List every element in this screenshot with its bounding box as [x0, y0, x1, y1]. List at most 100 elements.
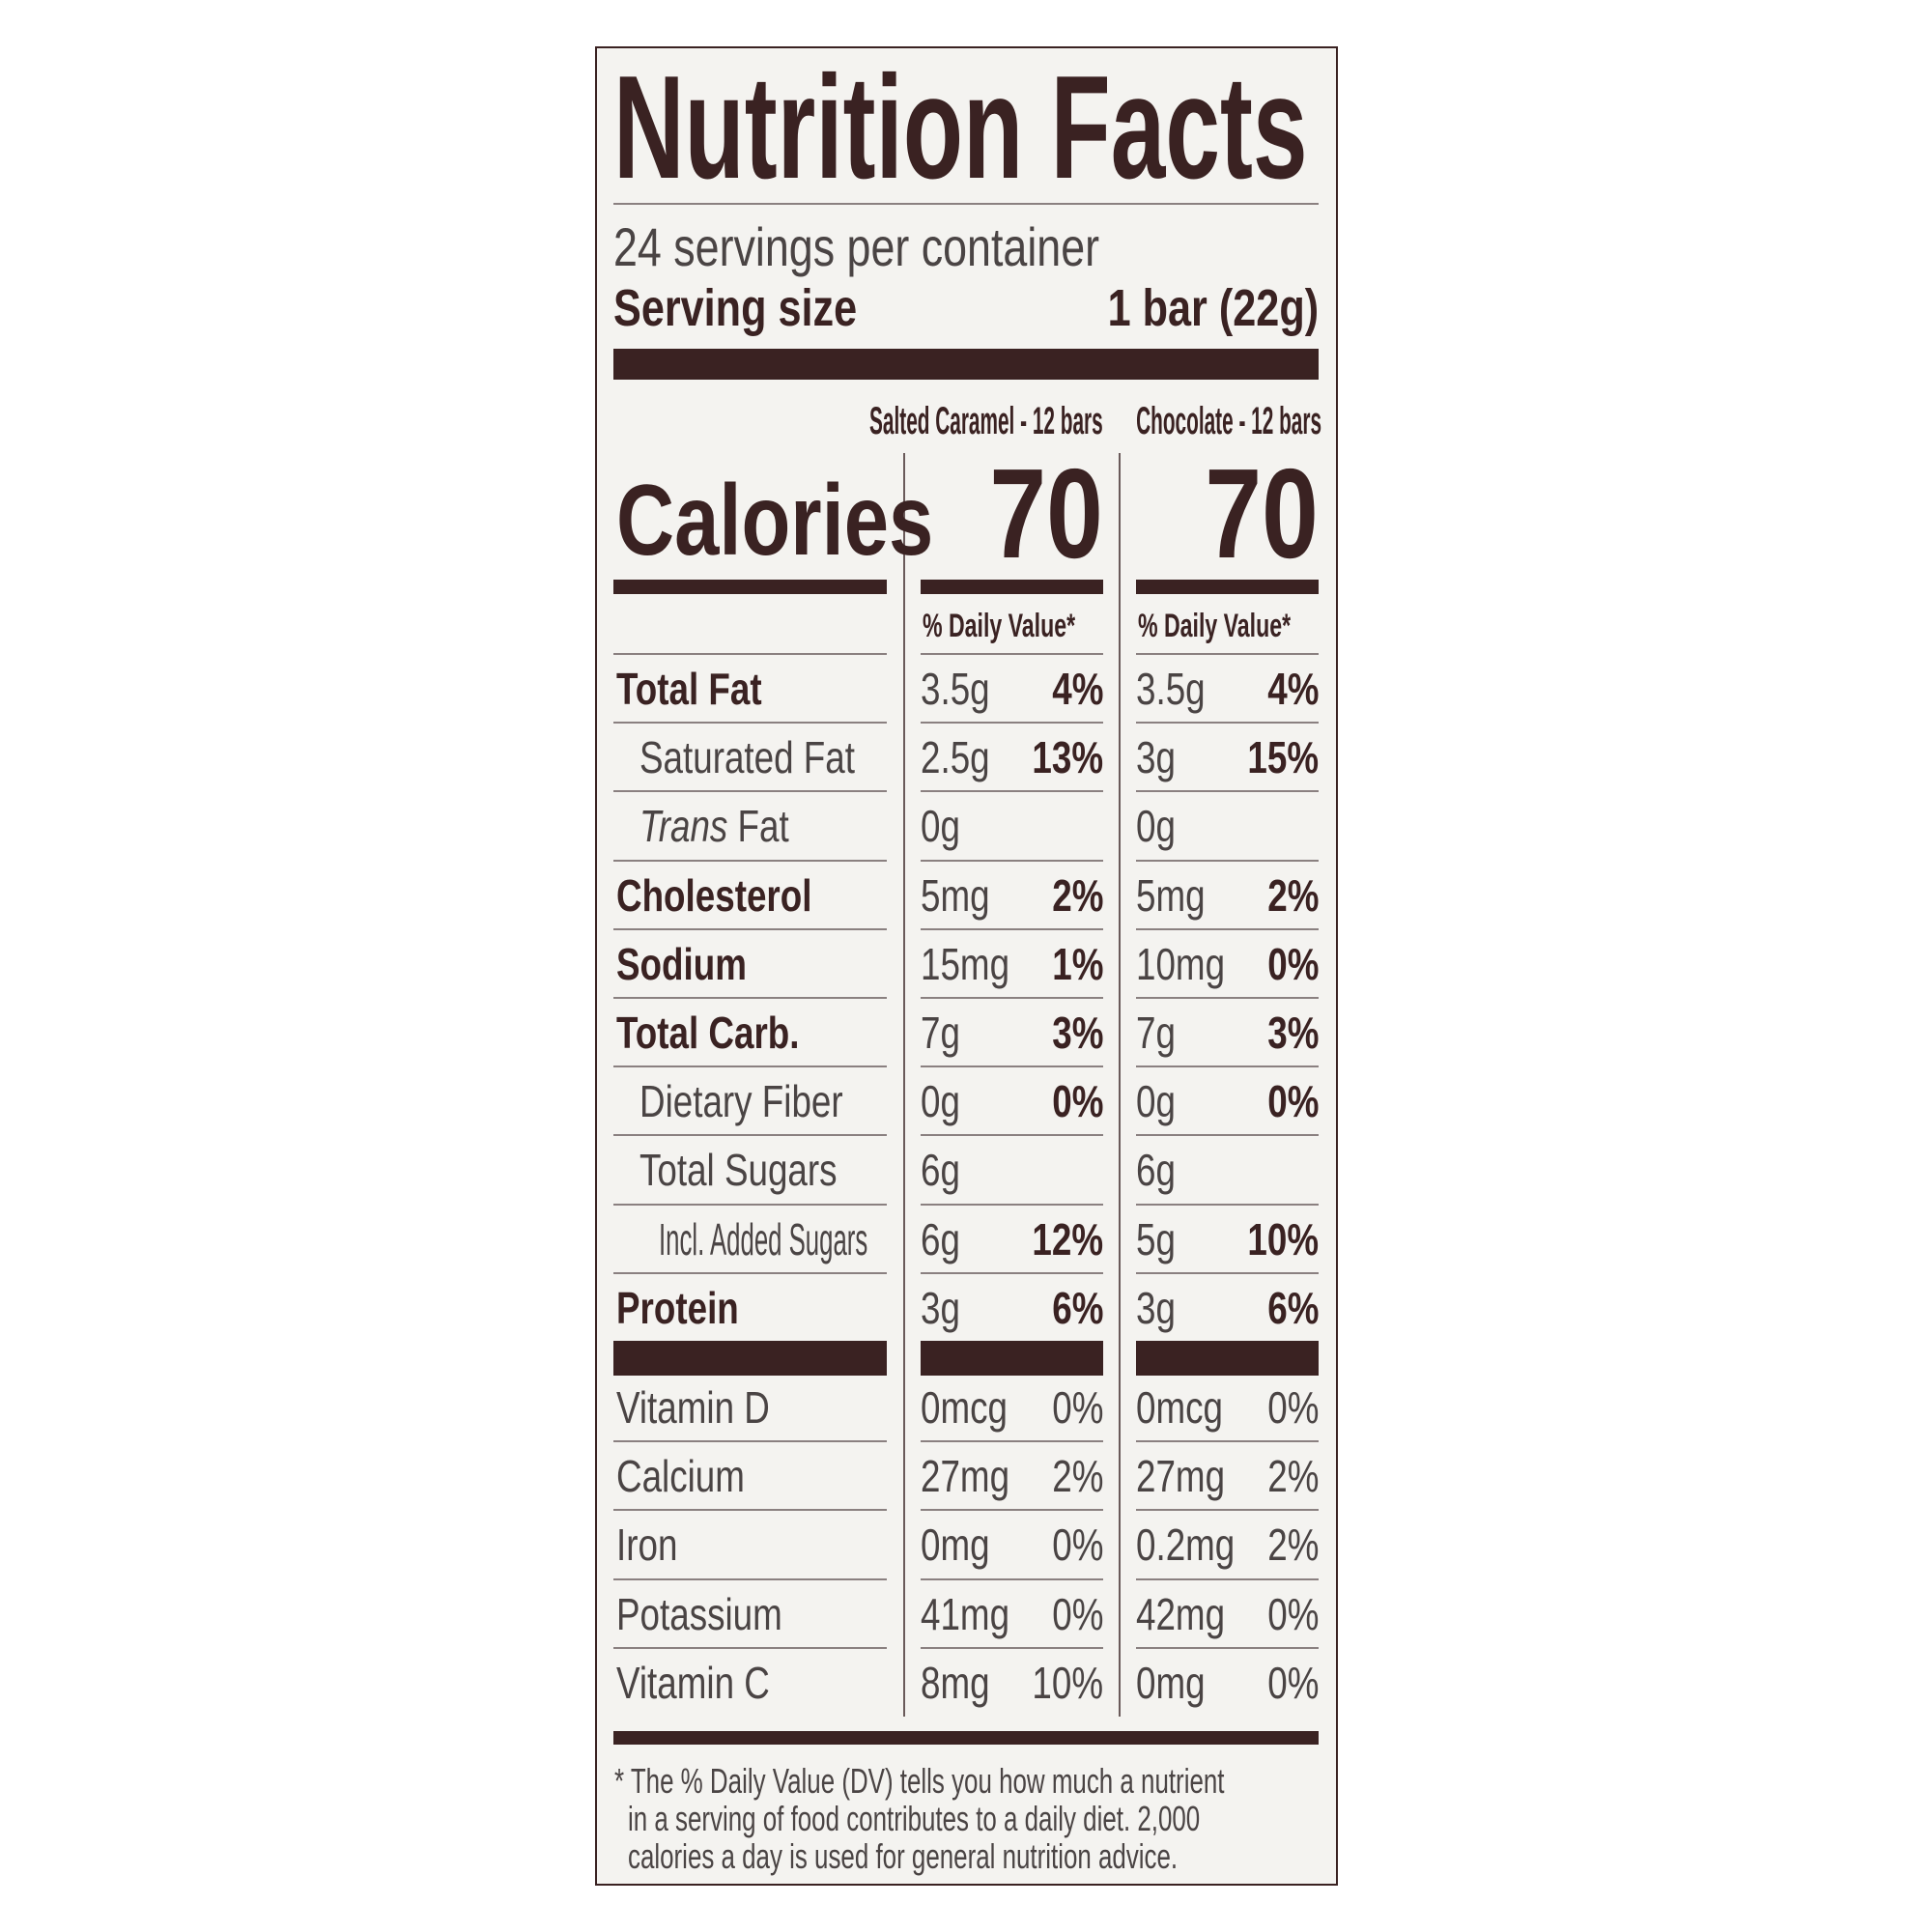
nutrient-amount-text: 27mg [921, 1451, 1010, 1502]
row-divider [921, 1440, 1103, 1443]
nutrient-amount: 0g [921, 1077, 970, 1125]
nutrient-daily-value-text: 2% [1266, 1520, 1319, 1571]
calories-bar [921, 580, 1103, 594]
nutrient-amount-text: 0mg [921, 1520, 990, 1571]
row-divider [921, 859, 1103, 862]
nutrient-daily-value: 10% [1230, 1215, 1319, 1264]
italic-prefix: Trans [639, 801, 728, 852]
nutrient-amount-text: 15mg [921, 938, 1010, 989]
nutrient-daily-value-text: 2% [1266, 869, 1319, 921]
nutrient-label: Cholesterol [616, 871, 861, 920]
nutrient-amount-text: 42mg [1136, 1588, 1226, 1639]
nutrient-daily-value-text: 4% [1266, 664, 1319, 714]
row-divider [613, 1203, 887, 1206]
column-header-text: Chocolate - 12 bars [1136, 400, 1321, 442]
title: Nutrition Facts [613, 50, 1649, 205]
nutrient-label-text: Sodium [616, 938, 747, 989]
row-divider [613, 1509, 887, 1512]
nutrient-amount: 7g [1136, 1009, 1185, 1057]
row-divider [921, 1509, 1103, 1512]
daily-value-header: % Daily Value* [923, 607, 1147, 645]
nutrient-amount: 0mg [921, 1520, 1007, 1569]
nutrient-amount: 0mcg [921, 1383, 1029, 1432]
nutrient-daily-value: 2% [1255, 1452, 1319, 1500]
title-text: Nutrition Facts [613, 45, 1308, 210]
row-divider [613, 927, 887, 930]
row-divider [921, 997, 1103, 999]
nutrient-label-text: Iron [616, 1520, 678, 1571]
nutrient-daily-value-text: 10% [1247, 1213, 1319, 1264]
calories-value-text: 70 [1205, 442, 1319, 584]
nutrient-daily-value: 15% [1230, 733, 1319, 781]
nutrient-amount-text: 0g [921, 801, 960, 852]
section-bar [1136, 1341, 1319, 1376]
nutrient-label-text: Vitamin D [616, 1382, 770, 1433]
row-divider [1136, 1271, 1319, 1274]
row-divider [921, 1065, 1103, 1068]
nutrient-daily-value-text: 4% [1051, 664, 1103, 714]
nutrient-daily-value: 3% [1255, 1009, 1319, 1057]
column-header-text: Salted Caramel - 12 bars [869, 400, 1103, 442]
row-divider [613, 1646, 887, 1649]
nutrient-amount: 6g [1136, 1146, 1185, 1194]
nutrient-daily-value: 0% [1255, 1383, 1319, 1432]
nutrient-label: Sodium [616, 940, 780, 988]
nutrient-amount: 41mg [921, 1590, 1032, 1638]
serving-size-label: Serving size [613, 280, 918, 336]
nutrient-daily-value-text: 10% [1032, 1657, 1103, 1708]
nutrient-amount-text: 0mg [1136, 1657, 1206, 1708]
nutrient-daily-value-text: 0% [1266, 938, 1319, 989]
nutrient-daily-value: 3% [1039, 1009, 1103, 1057]
nutrient-amount-text: 0.2mg [1136, 1520, 1236, 1571]
nutrient-amount: 0mg [1136, 1659, 1222, 1707]
nutrient-daily-value-text: 3% [1051, 1008, 1103, 1058]
row-divider [1136, 1509, 1319, 1512]
bottom-bar [613, 1731, 1319, 1745]
daily-value-text: % Daily Value* [923, 608, 1076, 644]
nutrient-label: Saturated Fat [639, 733, 909, 781]
row-divider [1136, 653, 1319, 655]
row-divider [1136, 859, 1319, 862]
row-divider [1136, 997, 1319, 999]
row-divider [1136, 1577, 1319, 1580]
nutrient-amount: 10mg [1136, 940, 1247, 988]
nutrient-amount-text: 6g [921, 1213, 960, 1264]
footnote-line: in a serving of food contributes to a da… [628, 1800, 1423, 1837]
nutrient-amount-text: 0g [921, 1076, 960, 1127]
nutrient-amount: 3g [921, 1284, 970, 1332]
nutrient-label: Protein [616, 1284, 769, 1332]
nutrient-daily-value-text: 6% [1051, 1282, 1103, 1333]
nutrient-label-text: Cholesterol [616, 869, 812, 921]
label-rest: Fat [727, 801, 789, 852]
nutrient-daily-value-text: 1% [1051, 938, 1103, 989]
calories-label-text: Calories [616, 465, 934, 577]
nutrient-daily-value: 0% [1255, 940, 1319, 988]
nutrient-amount-text: 0g [1136, 801, 1176, 852]
nutrient-label-text: Total Carb. [616, 1008, 800, 1058]
nutrient-daily-value: 4% [1255, 665, 1319, 713]
nutrient-amount: 15mg [921, 940, 1032, 988]
nutrient-daily-value: 2% [1039, 871, 1103, 920]
nutrient-amount-text: 7g [921, 1008, 960, 1058]
nutrient-daily-value: 10% [1014, 1659, 1103, 1707]
row-divider [613, 1577, 887, 1580]
nutrient-amount-text: 8mg [921, 1657, 990, 1708]
nutrient-label: Incl. Added Sugars [659, 1215, 1032, 1264]
nutrient-amount: 0g [921, 802, 970, 850]
serving-size-value: 1 bar (22g) [1055, 280, 1319, 336]
nutrient-daily-value-text: 2% [1051, 1451, 1103, 1502]
row-divider [613, 790, 887, 793]
serving-size-value-text: 1 bar (22g) [1107, 279, 1319, 337]
nutrient-daily-value: 0% [1039, 1520, 1103, 1569]
row-divider [1136, 927, 1319, 930]
row-divider [613, 722, 887, 724]
nutrient-amount-text: 0g [1136, 1076, 1176, 1127]
nutrient-amount-text: 6g [921, 1145, 960, 1196]
nutrient-daily-value-text: 0% [1266, 1076, 1319, 1127]
nutrient-amount: 5mg [921, 871, 1007, 920]
nutrient-daily-value: 0% [1255, 1590, 1319, 1638]
thick-bar [613, 349, 1319, 380]
divider [613, 203, 1319, 205]
nutrient-daily-value-text: 6% [1266, 1282, 1319, 1333]
calories-bar [1136, 580, 1319, 594]
